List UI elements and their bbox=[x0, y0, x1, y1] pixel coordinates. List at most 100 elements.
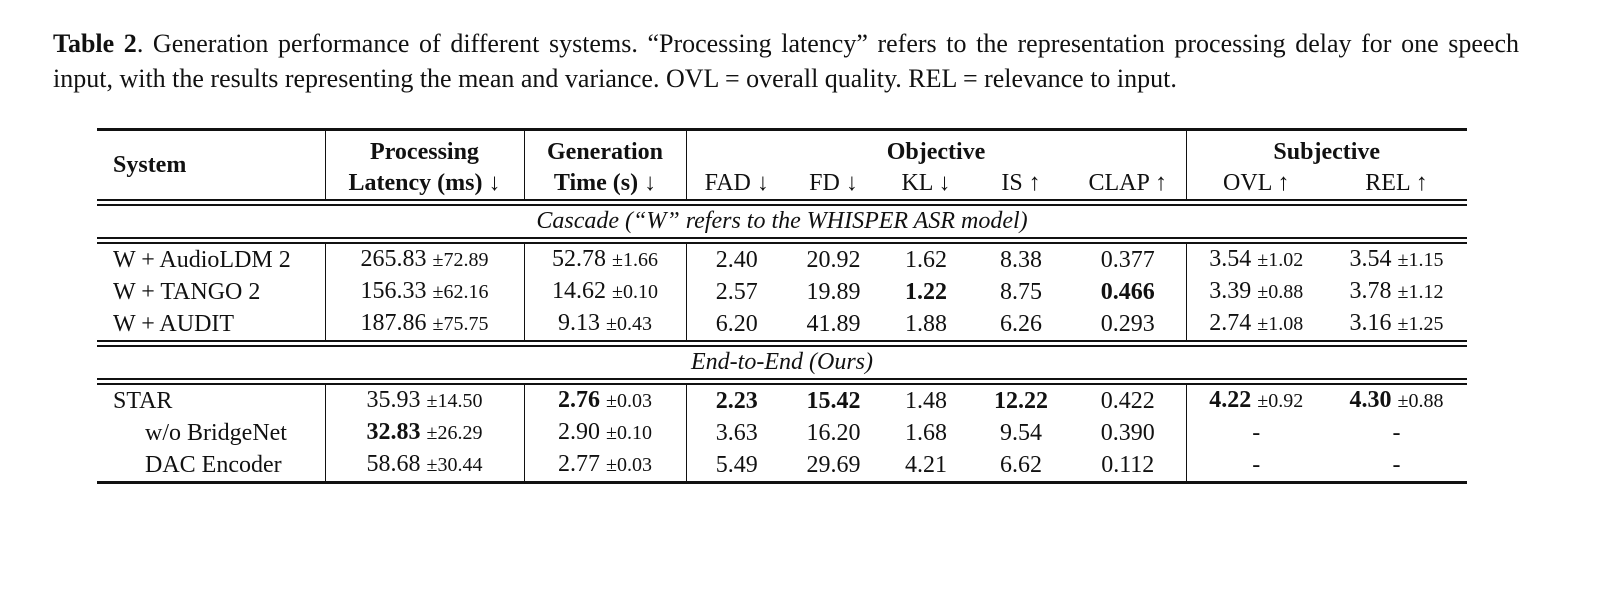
value-cell: 9.54 bbox=[1000, 419, 1042, 446]
header-cell: REL ↑ bbox=[1365, 170, 1428, 196]
table-header: System Processing Generation Objective S… bbox=[97, 128, 1467, 203]
value-cell: 0.112 bbox=[1070, 449, 1186, 484]
table-row: W + AUDIT 187.86 ±75.75 9.13 ±0.43 6.20 41.8… bbox=[97, 308, 1467, 344]
value: 15.42 bbox=[806, 387, 861, 414]
value-cell: 1.22 bbox=[880, 276, 972, 308]
value: 35.93 bbox=[366, 387, 421, 413]
std: ±0.10 bbox=[606, 422, 652, 444]
value-cell: 3.54 ±1.15 bbox=[1326, 241, 1467, 277]
header-cell: KL ↓ bbox=[901, 170, 951, 196]
value-cell: 1.68 bbox=[905, 419, 947, 446]
value-cell: 19.89 bbox=[806, 278, 861, 305]
value: 4.30 bbox=[1349, 387, 1392, 413]
value: 3.54 bbox=[1209, 246, 1252, 272]
value-cell: 2.76 ±0.03 bbox=[523, 381, 686, 417]
value-cell: 156.33 ±62.16 bbox=[324, 276, 524, 308]
value: 2.90 bbox=[558, 419, 600, 445]
value-cell: 5.49 bbox=[685, 449, 787, 484]
value-cell: 265.83 ±72.89 bbox=[324, 240, 524, 276]
value-cell: 8.75 bbox=[1000, 278, 1042, 305]
table-row: DAC Encoder 58.68 ±30.44 2.77 ±0.03 5.49 29.… bbox=[97, 449, 1467, 484]
table-row: W + TANGO 2 156.33 ±62.16 14.62 ±0.10 2.57 1… bbox=[97, 276, 1467, 308]
value: 52.78 bbox=[552, 246, 606, 272]
std: ±0.03 bbox=[606, 454, 652, 476]
value-cell: 6.26 bbox=[1000, 310, 1042, 337]
value-cell: 3.78 ±1.12 bbox=[1326, 276, 1467, 308]
value-cell: - bbox=[1392, 419, 1401, 446]
value: 2.74 bbox=[1209, 310, 1252, 336]
std: ±26.29 bbox=[426, 422, 483, 444]
value-cell: 58.68 ±30.44 bbox=[324, 449, 524, 484]
value-cell: 4.22 ±0.92 bbox=[1185, 381, 1326, 417]
value-cell: 6.20 bbox=[685, 308, 787, 344]
value-cell: 1.48 bbox=[905, 387, 947, 414]
std: ±1.25 bbox=[1397, 313, 1444, 335]
system-cell: W + AUDIT bbox=[113, 310, 235, 337]
value: 0.466 bbox=[1100, 278, 1155, 305]
system-cell: W + TANGO 2 bbox=[113, 278, 261, 305]
std: ±1.08 bbox=[1257, 313, 1304, 335]
value-cell: 3.63 bbox=[685, 417, 787, 449]
value: 12.22 bbox=[994, 387, 1048, 414]
table-body: Cascade (“W” refers to the WHISPER ASR m… bbox=[97, 199, 1467, 484]
section-row: End-to-End (Ours) bbox=[97, 340, 1467, 385]
caption-text: . Generation performance of different sy… bbox=[53, 29, 1519, 93]
header-cell: Latency (ms) ↓ bbox=[324, 168, 524, 203]
value-cell: 29.69 bbox=[787, 449, 880, 484]
value-cell: 20.92 bbox=[806, 246, 861, 273]
value: 265.83 bbox=[360, 246, 427, 272]
std: ±62.16 bbox=[432, 281, 489, 303]
header-cell: Objective bbox=[685, 128, 1186, 168]
section-title: End-to-End (Ours) bbox=[97, 340, 1467, 385]
header-cell: System bbox=[97, 128, 325, 203]
value: 187.86 bbox=[360, 310, 427, 336]
std: ±0.88 bbox=[1397, 390, 1444, 412]
std: ±72.89 bbox=[432, 249, 489, 271]
header-cell: FD ↓ bbox=[809, 170, 858, 196]
value-cell: 32.83 ±26.29 bbox=[324, 417, 524, 449]
value-cell: 2.77 ±0.03 bbox=[523, 449, 686, 484]
table-row: STAR 35.93 ±14.50 2.76 ±0.03 2.23 15.42 1.48 1… bbox=[97, 381, 1467, 418]
value-cell: - bbox=[1326, 449, 1467, 484]
header-cell: Generation bbox=[523, 128, 686, 168]
value: 2.77 bbox=[558, 451, 600, 477]
table-row: W + AudioLDM 2 265.83 ±72.89 52.78 ±1.66 2.… bbox=[97, 240, 1467, 277]
std: ±0.88 bbox=[1257, 281, 1304, 303]
std: ±75.75 bbox=[432, 313, 489, 335]
section-title: Cascade (“W” refers to the WHISPER ASR m… bbox=[97, 199, 1467, 244]
system-cell: STAR bbox=[113, 387, 173, 414]
value-cell: 35.93 ±14.50 bbox=[324, 381, 524, 417]
std: ±0.92 bbox=[1257, 390, 1304, 412]
value: 9.13 bbox=[558, 310, 600, 336]
value-cell: 2.74 ±1.08 bbox=[1185, 308, 1326, 344]
value-cell: 2.23 bbox=[685, 381, 787, 417]
header-cell: Processing bbox=[324, 128, 524, 168]
header-cell: Time (s) ↓ bbox=[523, 168, 686, 203]
std: ±14.50 bbox=[426, 390, 483, 412]
header-cell: FAD ↓ bbox=[685, 168, 787, 203]
std: ±1.02 bbox=[1257, 249, 1304, 271]
value: 32.83 bbox=[366, 419, 421, 445]
value: 156.33 bbox=[360, 278, 427, 304]
value-cell: 4.21 bbox=[880, 449, 972, 484]
value-cell: 9.13 ±0.43 bbox=[523, 308, 686, 344]
value: 3.54 bbox=[1349, 246, 1392, 272]
value: 1.22 bbox=[905, 278, 947, 305]
header-cell: Subjective bbox=[1185, 128, 1467, 168]
value: 2.76 bbox=[558, 387, 600, 413]
value-cell: 12.22 bbox=[972, 382, 1070, 418]
value-cell: - bbox=[1185, 417, 1326, 449]
std: ±0.03 bbox=[606, 390, 652, 412]
value-cell: 2.40 bbox=[685, 240, 787, 276]
value-cell: - bbox=[1185, 449, 1326, 484]
value: 3.39 bbox=[1209, 278, 1252, 304]
value-cell: 3.54 ±1.02 bbox=[1185, 240, 1326, 276]
section-row: Cascade (“W” refers to the WHISPER ASR m… bbox=[97, 199, 1467, 244]
value-cell: 0.390 bbox=[1100, 419, 1155, 446]
value-cell: 2.57 bbox=[685, 276, 787, 308]
system-cell: DAC Encoder bbox=[97, 449, 325, 484]
value: 58.68 bbox=[366, 451, 421, 477]
value-cell: 3.16 ±1.25 bbox=[1326, 308, 1467, 344]
value: 3.78 bbox=[1349, 278, 1392, 304]
